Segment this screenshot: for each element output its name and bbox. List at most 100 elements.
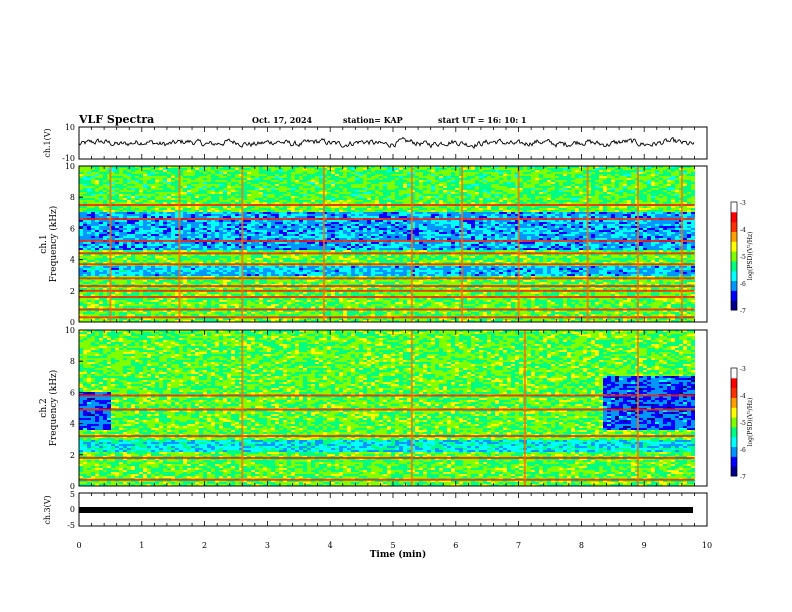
spectrogram-cell — [319, 200, 323, 203]
spectrogram-cell — [111, 168, 115, 171]
spectrogram-cell — [147, 268, 151, 271]
spectrogram-cell — [83, 178, 87, 181]
spectrogram-cell — [99, 236, 103, 239]
spectrogram-cell — [191, 312, 195, 315]
spectrogram-cell — [207, 300, 211, 303]
spectrogram-cell — [91, 182, 95, 185]
spectrogram-cell — [131, 250, 135, 253]
spectrogram-cell — [323, 282, 327, 285]
spectrogram-cell — [247, 210, 251, 213]
spectrogram-cell — [211, 300, 215, 303]
spectrogram-cell — [307, 238, 311, 241]
spectrogram-cell — [199, 298, 203, 301]
spectrogram-cell — [311, 320, 315, 323]
spectrogram-cell — [155, 262, 159, 265]
spectrogram-cell — [147, 310, 151, 313]
spectrogram-cell — [319, 214, 323, 217]
spectrogram-cell — [259, 176, 263, 179]
spectrogram-cell — [219, 172, 223, 175]
spectrogram-cell — [155, 232, 159, 235]
spectrogram-cell — [99, 260, 103, 263]
spectrogram-cell — [219, 198, 223, 201]
spectrogram-cell — [79, 302, 83, 305]
spectrogram-cell — [247, 288, 251, 291]
spectrogram-cell — [259, 202, 263, 205]
spectrogram-cell — [283, 166, 287, 169]
spectrogram-cell — [159, 186, 163, 189]
spectrogram-cell — [315, 220, 319, 223]
spectrogram-cell — [227, 246, 231, 249]
spectrogram-cell — [207, 244, 211, 247]
spectrogram-cell — [95, 180, 99, 183]
spectrogram-cell — [147, 198, 151, 201]
spectrogram-cell — [123, 236, 127, 239]
spectrogram-cell — [179, 310, 183, 313]
spectrogram-cell — [323, 172, 327, 175]
spectrogram-cell — [79, 320, 83, 323]
spectrogram-cell — [323, 256, 327, 259]
spectrogram-cell — [299, 228, 303, 231]
spectrogram-cell — [243, 312, 247, 315]
spectrogram-cell — [279, 220, 283, 223]
spectrogram-cell — [103, 270, 107, 273]
spectrogram-cell — [147, 224, 151, 227]
spectrogram-cell — [323, 230, 327, 233]
spectrogram-cell — [123, 262, 127, 265]
spectrogram-cell — [191, 220, 195, 223]
spectrogram-cell — [171, 236, 175, 239]
spectrogram-cell — [187, 236, 191, 239]
spectrogram-cell — [103, 274, 107, 277]
spectrogram-cell — [111, 180, 115, 183]
spectrogram-cell — [171, 180, 175, 183]
spectrogram-cell — [171, 280, 175, 283]
spectrogram-cell — [279, 242, 283, 245]
spectrogram-cell — [219, 286, 223, 289]
spectrogram-cell — [171, 166, 175, 169]
spectrogram-cell — [207, 236, 211, 239]
spectrogram-cell — [191, 292, 195, 295]
spectrogram-cell — [167, 180, 171, 183]
spectrogram-cell — [307, 212, 311, 215]
spectrogram-cell — [319, 224, 323, 227]
spectrogram-cell — [223, 226, 227, 229]
spectrogram-cell — [303, 170, 307, 173]
spectrogram-cell — [167, 242, 171, 245]
spectrogram-cell — [207, 320, 211, 323]
spectrogram-cell — [327, 200, 331, 203]
spectrogram-cell — [155, 230, 159, 233]
spectrogram-cell — [99, 220, 103, 223]
spectrogram-cell — [239, 222, 243, 225]
spectrogram-cell — [183, 318, 187, 321]
spectrogram-cell — [255, 170, 259, 173]
spectrogram-cell — [111, 236, 115, 239]
spectrogram-cell — [255, 214, 259, 217]
spectrogram-cell — [115, 262, 119, 265]
spectrogram-cell — [283, 174, 287, 177]
spectrogram-cell — [283, 186, 287, 189]
spectrogram-cell — [135, 320, 139, 323]
spectrogram-cell — [299, 294, 303, 297]
spectrogram-cell — [167, 262, 171, 265]
spectrogram-cell — [151, 270, 155, 273]
spectrogram-cell — [255, 286, 259, 289]
spectrogram-cell — [147, 196, 151, 199]
spectrogram-cell — [131, 294, 135, 297]
spectrogram-cell — [319, 276, 323, 279]
spectrogram-cell — [251, 194, 255, 197]
spectrogram-cell — [171, 238, 175, 241]
spectrogram-cell — [239, 244, 243, 247]
spectrogram-cell — [111, 258, 115, 261]
spectrogram-cell — [303, 258, 307, 261]
spectrogram-cell — [155, 220, 159, 223]
spectrogram-cell — [135, 176, 139, 179]
spectrogram-cell — [223, 210, 227, 213]
spectrogram-cell — [319, 318, 323, 321]
spectrogram-cell — [175, 254, 179, 257]
spectrogram-cell — [207, 232, 211, 235]
spectrogram-cell — [163, 214, 167, 217]
spectrogram-cell — [291, 210, 295, 213]
spectrogram-cell — [95, 200, 99, 203]
spectrogram-cell — [223, 242, 227, 245]
spectrogram-cell — [223, 300, 227, 303]
spectrogram-cell — [135, 166, 139, 169]
